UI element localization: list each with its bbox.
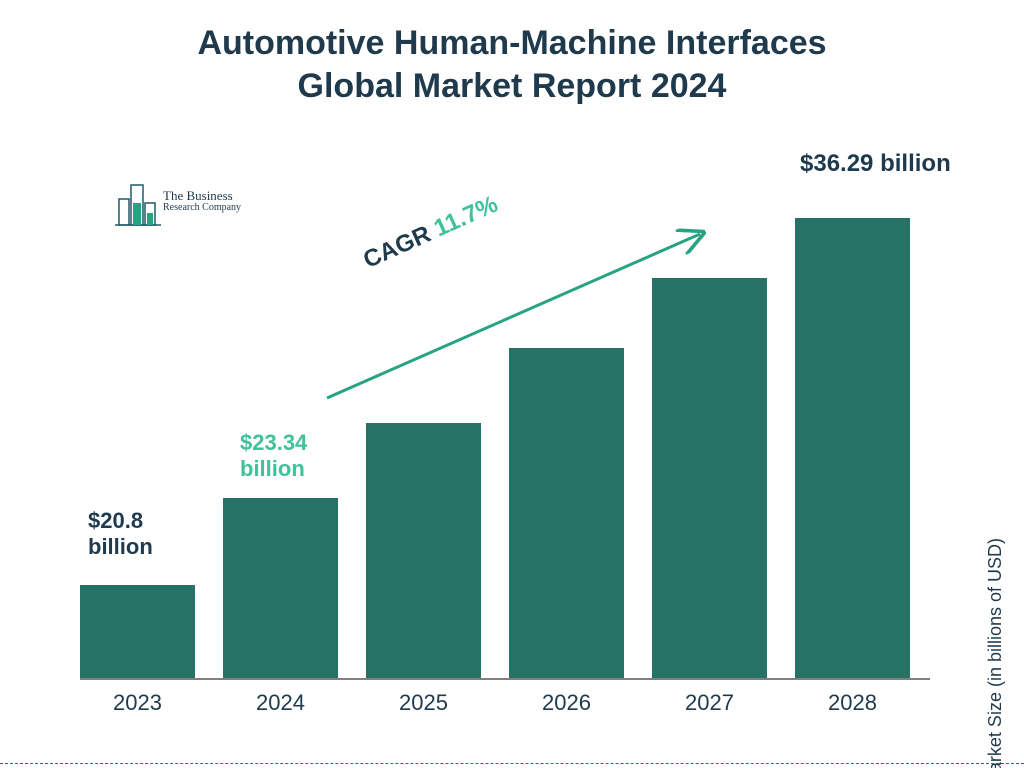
x-axis-line	[80, 678, 930, 680]
xlabel-2026: 2026	[509, 690, 624, 716]
bar-2024	[223, 498, 338, 678]
value-label-0: $20.8billion	[88, 508, 153, 561]
xlabel-2027: 2027	[652, 690, 767, 716]
bar-2027	[652, 278, 767, 678]
xlabel-2023: 2023	[80, 690, 195, 716]
x-axis-labels: 2023 2024 2025 2026 2027 2028	[80, 686, 930, 720]
footer-dashed-line	[0, 763, 1024, 764]
bar-2026	[509, 348, 624, 678]
xlabel-2028: 2028	[795, 690, 910, 716]
bar-2028	[795, 218, 910, 678]
chart-title: Automotive Human-Machine Interfaces Glob…	[0, 22, 1024, 107]
title-line-1: Automotive Human-Machine Interfaces	[0, 22, 1024, 65]
xlabel-2024: 2024	[223, 690, 338, 716]
bar-2023	[80, 585, 195, 678]
value-label-2: $36.29 billion	[800, 150, 951, 179]
chart-plot-area: 2023 2024 2025 2026 2027 2028	[80, 180, 950, 720]
value-label-1: $23.34billion	[240, 430, 307, 483]
bars-group	[80, 198, 930, 678]
title-line-2: Global Market Report 2024	[0, 65, 1024, 108]
bar-2025	[366, 423, 481, 678]
xlabel-2025: 2025	[366, 690, 481, 716]
y-axis-label: Market Size (in billions of USD)	[985, 538, 1006, 768]
chart-container: Automotive Human-Machine Interfaces Glob…	[0, 0, 1024, 768]
